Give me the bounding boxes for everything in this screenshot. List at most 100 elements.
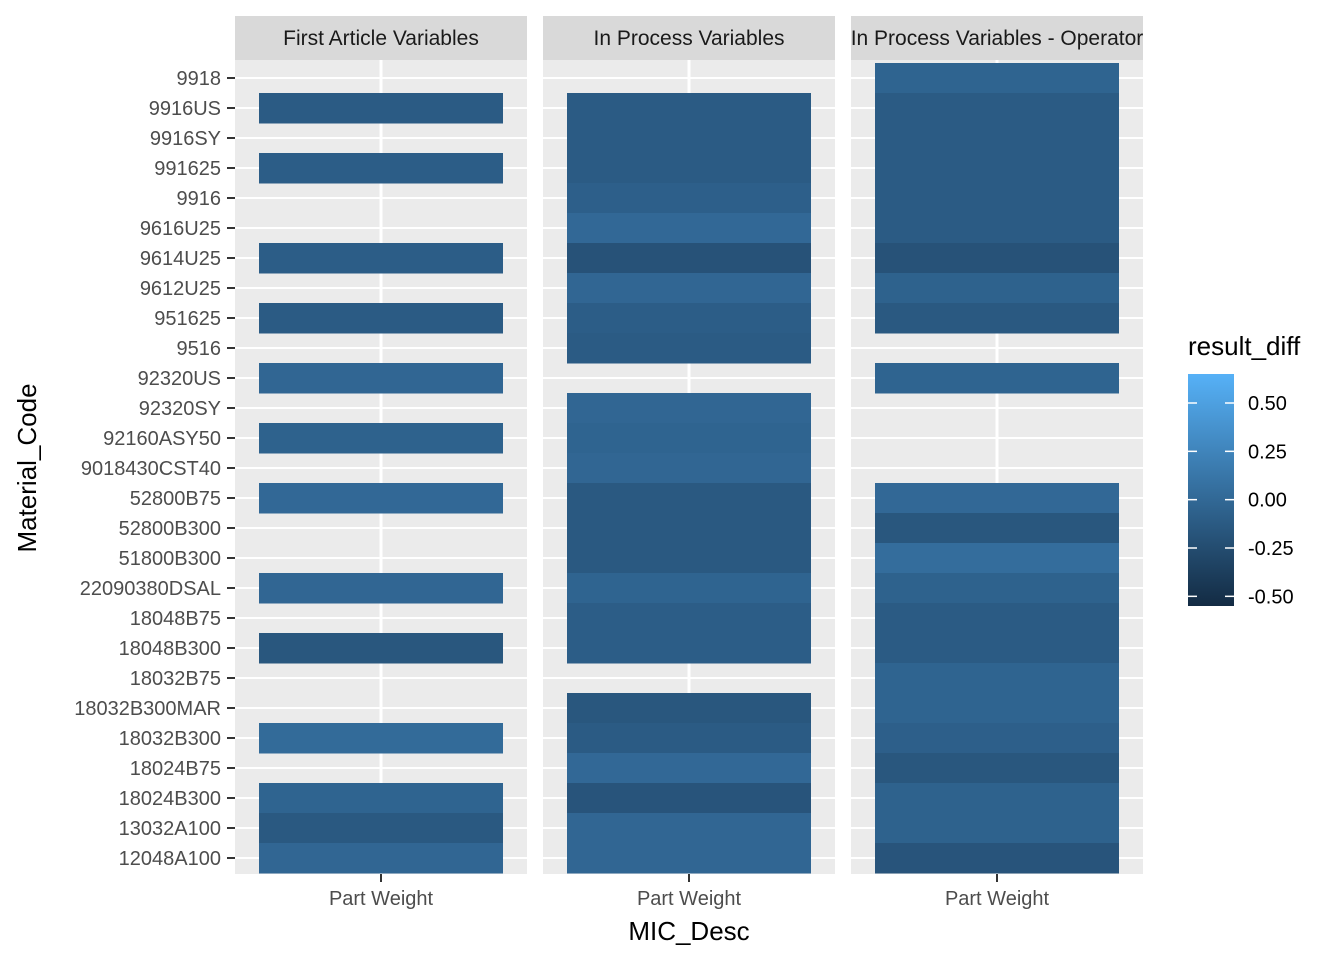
x-tick-label: Part Weight — [945, 888, 1050, 910]
y-axis: 9918 9916US 9916SY 991625 9916 9616U25 9614U25… — [74, 68, 235, 870]
y-tick-label: 92320SY — [139, 398, 221, 420]
facet-strip — [235, 16, 527, 60]
x-tick-label: Part Weight — [329, 888, 434, 910]
heatmap-cell — [875, 363, 1119, 394]
y-tick-label: 52800B75 — [130, 488, 221, 510]
x-tick-label: Part Weight — [637, 888, 742, 910]
heatmap-cell — [567, 453, 811, 484]
heatmap-cell — [875, 153, 1119, 184]
y-tick-label: 991625 — [154, 158, 221, 180]
heatmap-cell — [259, 483, 503, 514]
heatmap-cell — [259, 303, 503, 334]
heatmap-cell — [567, 273, 811, 304]
y-tick-label: 9616U25 — [140, 218, 221, 240]
y-tick-label: 9916SY — [150, 128, 221, 150]
y-tick-label: 92160ASY50 — [103, 428, 221, 450]
heatmap-cell — [875, 93, 1119, 124]
y-tick-label: 51800B300 — [119, 548, 221, 570]
heatmap-cell — [875, 813, 1119, 844]
x-axis-title: MIC_Desc — [628, 916, 749, 946]
facet-strip — [851, 16, 1143, 60]
heatmap-cell — [875, 213, 1119, 244]
heatmap-cell — [567, 153, 811, 184]
heatmap-cell — [259, 93, 503, 124]
heatmap-cell — [875, 603, 1119, 634]
heatmap-cell — [875, 183, 1119, 214]
legend-color-bar — [1188, 374, 1234, 606]
y-tick-label: 18032B75 — [130, 668, 221, 690]
heatmap-cell — [875, 63, 1119, 94]
heatmap-cell — [567, 333, 811, 364]
heatmap-cell — [567, 723, 811, 754]
heatmap-cell — [875, 273, 1119, 304]
y-tick-label: 18048B300 — [119, 638, 221, 660]
y-tick-label: 18024B75 — [130, 758, 221, 780]
heatmap-cell — [259, 783, 503, 814]
heatmap-cell — [567, 633, 811, 664]
facet-strip-label: In Process Variables — [593, 27, 784, 50]
y-tick-label: 18032B300MAR — [74, 698, 221, 720]
y-tick-label: 18024B300 — [119, 788, 221, 810]
legend-tick-label: 0.25 — [1248, 441, 1287, 463]
facet-strip — [543, 16, 835, 60]
facet-strip-label: First Article Variables — [283, 27, 479, 50]
heatmap-cell — [567, 123, 811, 154]
y-axis-title: Material_Code — [12, 383, 42, 552]
heatmap-cell — [567, 423, 811, 454]
heatmap-cell — [567, 393, 811, 424]
heatmap-cell — [875, 513, 1119, 544]
legend-tick-label: -0.50 — [1248, 586, 1294, 608]
heatmap-cell — [875, 543, 1119, 574]
heatmap-cell — [259, 843, 503, 874]
heatmap-cell — [567, 213, 811, 244]
heatmap-cell — [259, 813, 503, 844]
y-tick-label: 12048A100 — [119, 848, 221, 870]
heatmap-cell — [567, 573, 811, 604]
heatmap-cell — [567, 543, 811, 574]
legend: result_diff 0.50 0.25 0.00 -0.25 -0.50 — [1188, 331, 1301, 608]
y-tick-label: 92320US — [138, 368, 221, 390]
y-tick-label: 18032B300 — [119, 728, 221, 750]
strips-layer: First Article Variables In Process Variab… — [235, 16, 1143, 60]
heatmap-cell — [567, 483, 811, 514]
heatmap-cell — [875, 663, 1119, 694]
cells-layer — [259, 63, 1119, 874]
heatmap-cell — [875, 573, 1119, 604]
x-axis: Part Weight Part Weight Part Weight — [329, 874, 1050, 910]
heatmap-cell — [875, 693, 1119, 724]
y-tick-label: 22090380DSAL — [80, 578, 221, 600]
heatmap-cell — [567, 513, 811, 544]
heatmap-cell — [567, 753, 811, 784]
y-tick-label: 52800B300 — [119, 518, 221, 540]
legend-tick-label: -0.25 — [1248, 538, 1294, 560]
y-tick-label: 9516 — [177, 338, 222, 360]
heatmap-cell — [567, 603, 811, 634]
heatmap-cell — [259, 723, 503, 754]
heatmap-cell — [259, 573, 503, 604]
heatmap-cell — [259, 153, 503, 184]
y-tick-label: 9918 — [177, 68, 222, 90]
heatmap-cell — [875, 723, 1119, 754]
y-tick-label: 9916US — [149, 98, 221, 120]
facet-strip-label: In Process Variables - Operator — [851, 27, 1144, 50]
heatmap-cell — [567, 183, 811, 214]
heatmap-cell — [875, 243, 1119, 274]
heatmap-cell — [567, 813, 811, 844]
heatmap-cell — [567, 693, 811, 724]
heatmap-cell — [567, 783, 811, 814]
heatmap-cell — [259, 363, 503, 394]
legend-title: result_diff — [1188, 331, 1301, 361]
y-tick-label: 9916 — [177, 188, 222, 210]
heatmap-cell — [259, 633, 503, 664]
y-tick-label: 13032A100 — [119, 818, 221, 840]
y-tick-label: 18048B75 — [130, 608, 221, 630]
heatmap-cell — [875, 753, 1119, 784]
heatmap-cell — [567, 243, 811, 274]
y-tick-label: 9612U25 — [140, 278, 221, 300]
heatmap-cell — [875, 123, 1119, 154]
heatmap-cell — [567, 843, 811, 874]
heatmap-cell — [875, 633, 1119, 664]
heatmap-cell — [259, 423, 503, 454]
heatmap-cell — [875, 843, 1119, 874]
